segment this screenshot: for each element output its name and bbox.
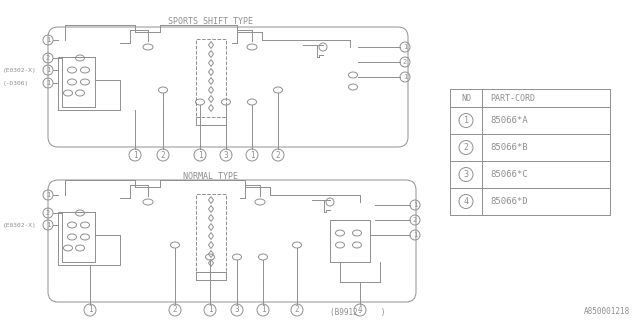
Text: NO: NO [461, 93, 471, 102]
Text: 1: 1 [198, 150, 202, 159]
Text: (-D306): (-D306) [3, 81, 29, 85]
Text: (E0302-X): (E0302-X) [3, 68, 36, 73]
Text: 2: 2 [294, 306, 300, 315]
Text: 1: 1 [463, 116, 468, 125]
Text: 85066*D: 85066*D [490, 197, 527, 206]
Text: 1: 1 [46, 67, 50, 73]
Text: 2: 2 [276, 150, 280, 159]
Text: 3: 3 [463, 170, 468, 179]
Text: 1: 1 [413, 232, 417, 238]
Text: SPORTS SHIFT TYPE: SPORTS SHIFT TYPE [168, 17, 253, 26]
Text: 2: 2 [173, 306, 177, 315]
Text: 1: 1 [46, 192, 50, 198]
Text: 4: 4 [358, 306, 362, 315]
Text: 1: 1 [403, 74, 407, 80]
Text: 3: 3 [224, 150, 228, 159]
Text: 85066*A: 85066*A [490, 116, 527, 125]
Text: 2: 2 [161, 150, 165, 159]
Text: 1: 1 [132, 150, 138, 159]
Text: 1: 1 [46, 80, 50, 86]
Text: 85066*B: 85066*B [490, 143, 527, 152]
Text: 1: 1 [403, 44, 407, 50]
Text: 1: 1 [208, 306, 212, 315]
Text: 1: 1 [46, 222, 50, 228]
Text: 1: 1 [413, 202, 417, 208]
Text: 1: 1 [88, 306, 92, 315]
Text: 2: 2 [46, 55, 50, 61]
Text: 2: 2 [463, 143, 468, 152]
Text: 4: 4 [463, 197, 468, 206]
Text: 2: 2 [413, 217, 417, 223]
Text: 2: 2 [46, 210, 50, 216]
Text: 85066*C: 85066*C [490, 170, 527, 179]
Text: 1: 1 [46, 37, 50, 43]
Text: (B9912-    ): (B9912- ) [330, 308, 385, 316]
Text: NORMAL TYPE: NORMAL TYPE [182, 172, 237, 181]
Text: 2: 2 [403, 59, 407, 65]
Text: PART-CORD: PART-CORD [490, 93, 535, 102]
Text: 1: 1 [260, 306, 266, 315]
Text: A850001218: A850001218 [584, 307, 630, 316]
Text: 3: 3 [235, 306, 239, 315]
Text: (E0302-X): (E0302-X) [3, 222, 36, 228]
Text: 1: 1 [250, 150, 254, 159]
